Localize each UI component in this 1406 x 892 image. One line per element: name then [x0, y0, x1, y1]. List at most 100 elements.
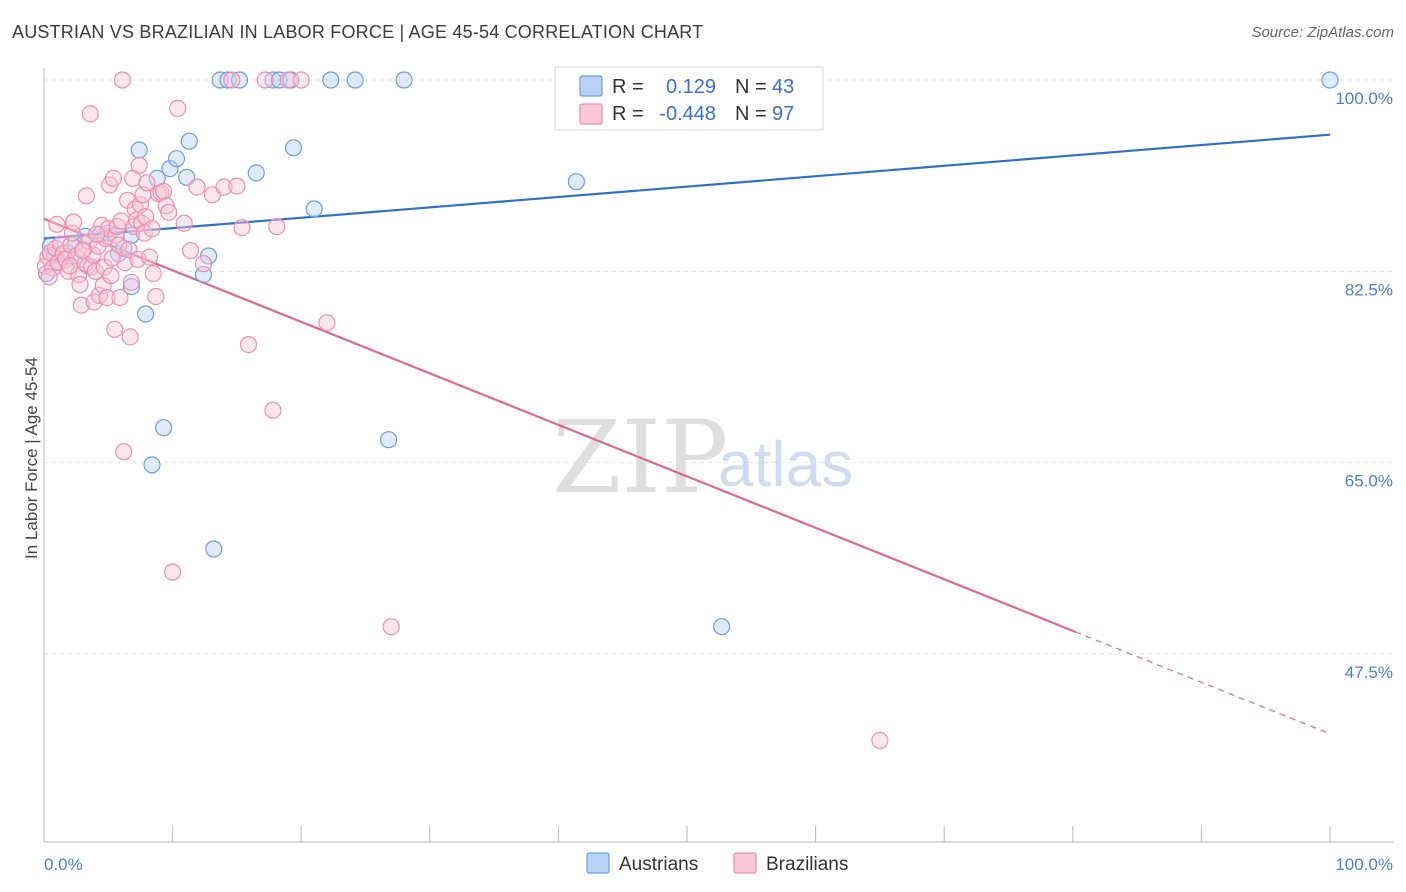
austrian-point-14: [137, 305, 155, 323]
brazilian-point-86: [292, 71, 310, 89]
legend-r-label-austrians: R =: [612, 76, 644, 98]
brazilian-point-91: [48, 215, 66, 233]
brazilian-point-72: [175, 214, 193, 232]
brazilian-point-44: [116, 254, 134, 272]
brazilian-point-88: [382, 618, 400, 636]
brazilian-point-71: [169, 99, 187, 118]
austrian-point-12: [122, 278, 140, 296]
austrian-point-35: [346, 71, 364, 89]
x-tick-labels: 0.0% 100.0%: [44, 855, 1393, 874]
austrian-point-34: [322, 71, 340, 89]
brazilian-point-77: [215, 178, 233, 196]
brazilian-point-94: [88, 225, 106, 243]
austrians-trend-line: [43, 133, 1331, 240]
data-points: [36, 71, 1339, 750]
bottom-legend-label-brazilians: Brazilians: [766, 854, 848, 875]
legend-r-value-brazilians: -0.448: [659, 103, 716, 125]
bottom-legend-swatch-brazilians: [733, 852, 757, 874]
y-tick-label-2: 65.0%: [1345, 472, 1393, 491]
brazilian-point-79: [228, 177, 246, 195]
brazilian-point-54: [130, 156, 148, 174]
brazilian-point-70: [164, 563, 182, 581]
brazilian-point-15: [71, 275, 89, 294]
brazilian-point-75: [194, 255, 213, 273]
trend-lines: [43, 133, 1331, 735]
brazilian-point-41: [111, 289, 129, 307]
austrian-point-15: [143, 456, 161, 474]
y-tick-label-1: 82.5%: [1345, 280, 1393, 299]
legend-swatch-brazilians: [579, 103, 603, 125]
x-tick-label-max: 100.0%: [1335, 855, 1393, 874]
brazilian-point-61: [140, 248, 159, 266]
austrian-point-19: [167, 150, 186, 168]
legend-r-label-brazilians: R =: [612, 103, 644, 125]
legend-box: R = 0.129 N = 43 R = -0.448 N = 97: [554, 66, 824, 131]
brazilian-point-60: [138, 174, 156, 192]
brazilian-point-48: [122, 273, 140, 291]
legend-n-label-brazilians: N =: [735, 103, 767, 125]
y-tick-labels: 100.0% 82.5% 65.0% 47.5%: [1335, 89, 1393, 682]
austrian-point-39: [567, 173, 586, 191]
x-tick-label-min: 0.0%: [44, 855, 83, 874]
brazilian-point-36: [104, 169, 123, 187]
brazilian-point-78: [223, 71, 241, 89]
axes: [43, 68, 1394, 843]
austrian-point-18: [161, 160, 179, 178]
brazilian-point-16: [72, 296, 90, 314]
y-axis-label: In Labor Force | Age 45-54: [22, 357, 41, 559]
brazilian-point-25: [86, 262, 105, 280]
brazilian-point-67: [155, 182, 173, 201]
brazilian-point-85: [279, 71, 297, 89]
brazilian-point-92: [61, 257, 79, 275]
watermark-atlas: atlas: [718, 428, 853, 500]
brazilian-point-32: [98, 289, 116, 307]
brazilian-point-47: [121, 328, 139, 346]
brazilian-point-62: [143, 220, 161, 238]
brazilian-point-64: [147, 287, 165, 306]
legend-n-value-brazilians: 97: [772, 103, 794, 125]
austrian-point-28: [247, 164, 265, 182]
austrian-point-11: [115, 239, 133, 257]
brazilians-trend-line: [43, 217, 1076, 633]
brazilian-point-81: [239, 336, 258, 354]
brazilian-point-89: [871, 731, 889, 750]
brazilian-point-73: [182, 242, 200, 260]
brazilian-point-63: [144, 264, 162, 283]
brazilian-point-80: [233, 219, 251, 237]
brazilian-point-82: [256, 71, 274, 89]
austrian-point-40: [713, 618, 731, 636]
legend-n-label-austrians: N =: [735, 76, 767, 98]
austrian-point-21: [180, 132, 198, 150]
grid-lines: [44, 79, 1394, 655]
brazilian-point-87: [318, 314, 336, 332]
y-tick-label-0: 100.0%: [1335, 89, 1393, 108]
brazilian-point-43: [113, 71, 132, 89]
watermark: ZIP atlas: [552, 399, 853, 516]
austrian-point-32: [284, 139, 303, 157]
brazilian-point-35: [102, 267, 120, 285]
austrian-point-37: [395, 71, 413, 89]
brazilian-point-19: [77, 187, 96, 205]
brazilian-point-69: [160, 203, 178, 221]
source-credit: Source: ZipAtlas.com: [1251, 24, 1394, 41]
bottom-legend: Austrians Brazilians: [586, 852, 848, 875]
austrian-point-13: [130, 141, 148, 159]
legend-swatch-austrians: [579, 75, 603, 97]
brazilian-point-12: [64, 213, 83, 231]
brazilian-point-84: [268, 217, 286, 236]
brazilian-point-9: [59, 262, 78, 280]
y-tick-label-3: 47.5%: [1345, 663, 1393, 682]
legend-r-value-austrians: 0.129: [666, 76, 716, 98]
bottom-legend-label-austrians: Austrians: [619, 854, 698, 875]
legend-n-value-austrians: 43: [772, 76, 794, 98]
brazilians-trend-line-extension: [1075, 631, 1331, 735]
austrian-point-17: [155, 419, 173, 437]
brazilian-point-95: [103, 249, 121, 267]
brazilian-point-74: [188, 178, 206, 196]
austrian-point-41: [1321, 71, 1339, 89]
brazilian-point-83: [264, 401, 282, 419]
brazilian-point-96: [115, 443, 133, 461]
brazilian-point-93: [73, 242, 92, 260]
brazilian-point-37: [106, 320, 124, 338]
austrian-point-24: [205, 540, 223, 558]
